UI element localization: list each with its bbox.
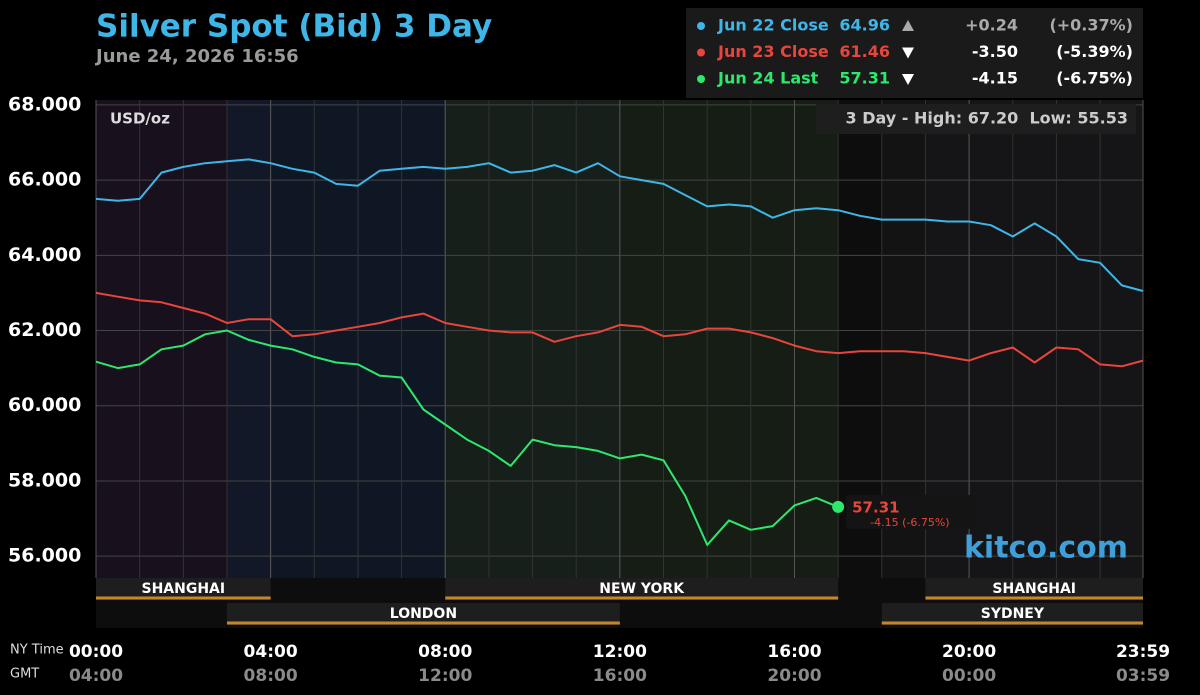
x-row-label: NY Time [10, 643, 64, 658]
legend-change: -4.15 [972, 69, 1018, 88]
arrow-down [902, 74, 914, 85]
session-tint [445, 100, 839, 578]
session-label: SHANGHAI [142, 581, 226, 597]
y-tick-label: 58.000 [8, 469, 81, 491]
x-gmt-label: 16:00 [593, 666, 647, 686]
x-gmt-label: 08:00 [244, 666, 298, 686]
arrow-down [902, 47, 914, 59]
legend-change-pct: (-6.75%) [1056, 69, 1133, 88]
session-label: SYDNEY [981, 606, 1045, 622]
chart-title: Silver Spot (Bid) 3 Day [96, 9, 492, 45]
series-line [95, 158, 1144, 292]
session-bar [226, 603, 620, 625]
arrow-up [902, 20, 914, 31]
y-tick-label: 66.000 [8, 169, 81, 191]
x-tick-label: 20:00 [942, 642, 996, 662]
session-bar [96, 578, 271, 600]
legend-close: 61.46 [839, 42, 890, 61]
legend-close: 57.31 [839, 69, 890, 88]
annotation-box [846, 494, 975, 529]
legend-dot [697, 48, 705, 57]
y-tick-label: 56.000 [8, 545, 81, 567]
x-gmt-label: 00:00 [942, 666, 996, 686]
series-line [95, 291, 1144, 368]
x-tick-label: 12:00 [593, 642, 647, 662]
x-tick-label: 08:00 [418, 642, 472, 662]
x-tick-label: 04:00 [244, 642, 298, 662]
legend-change: +0.24 [965, 16, 1018, 35]
session-label: SHANGHAI [992, 581, 1076, 597]
legend-change: -3.50 [972, 42, 1018, 61]
session-label: LONDON [390, 606, 457, 622]
legend-change-pct: (+0.37%) [1049, 16, 1133, 35]
legend-dot [697, 75, 705, 83]
y-tick-label: 62.000 [8, 319, 81, 341]
x-gmt-label: 04:00 [69, 666, 123, 686]
legend-box [686, 8, 1143, 98]
legend-name: Jun 24 Last [717, 69, 819, 88]
x-row-label: GMT [10, 667, 39, 682]
annotation-change: -4.15 (-6.75%) [870, 516, 949, 529]
legend-name: Jun 22 Close [717, 16, 829, 35]
x-tick-label: 16:00 [767, 642, 821, 662]
last-point [832, 500, 845, 513]
session-bar [445, 578, 839, 600]
legend-dot [697, 22, 705, 30]
y-tick-label: 68.000 [8, 93, 81, 115]
x-gmt-label: 20:00 [767, 666, 821, 686]
series-line [95, 329, 839, 546]
x-tick-label: 00:00 [69, 642, 123, 662]
watermark: kitco.com [964, 531, 1128, 566]
x-tick-label: 23:59 [1116, 642, 1170, 662]
x-gmt-label: 12:00 [418, 666, 472, 686]
range-box [816, 104, 1136, 134]
x-gmt-label: 03:59 [1116, 666, 1170, 686]
chart-subtitle: June 24, 2026 16:56 [94, 46, 299, 67]
annotation-value: 57.31 [852, 498, 899, 516]
session-bar [881, 603, 1143, 625]
legend-close: 64.96 [839, 16, 890, 35]
session-label: NEW YORK [599, 581, 685, 597]
y-tick-label: 64.000 [8, 244, 81, 266]
range-label: 3 Day - High: 67.20 Low: 55.53 [846, 109, 1128, 128]
legend-name: Jun 23 Close [717, 42, 829, 61]
session-bar [925, 578, 1143, 600]
legend-change-pct: (-5.39%) [1056, 42, 1133, 61]
unit-label: USD/oz [110, 110, 170, 128]
y-tick-label: 60.000 [8, 394, 81, 416]
